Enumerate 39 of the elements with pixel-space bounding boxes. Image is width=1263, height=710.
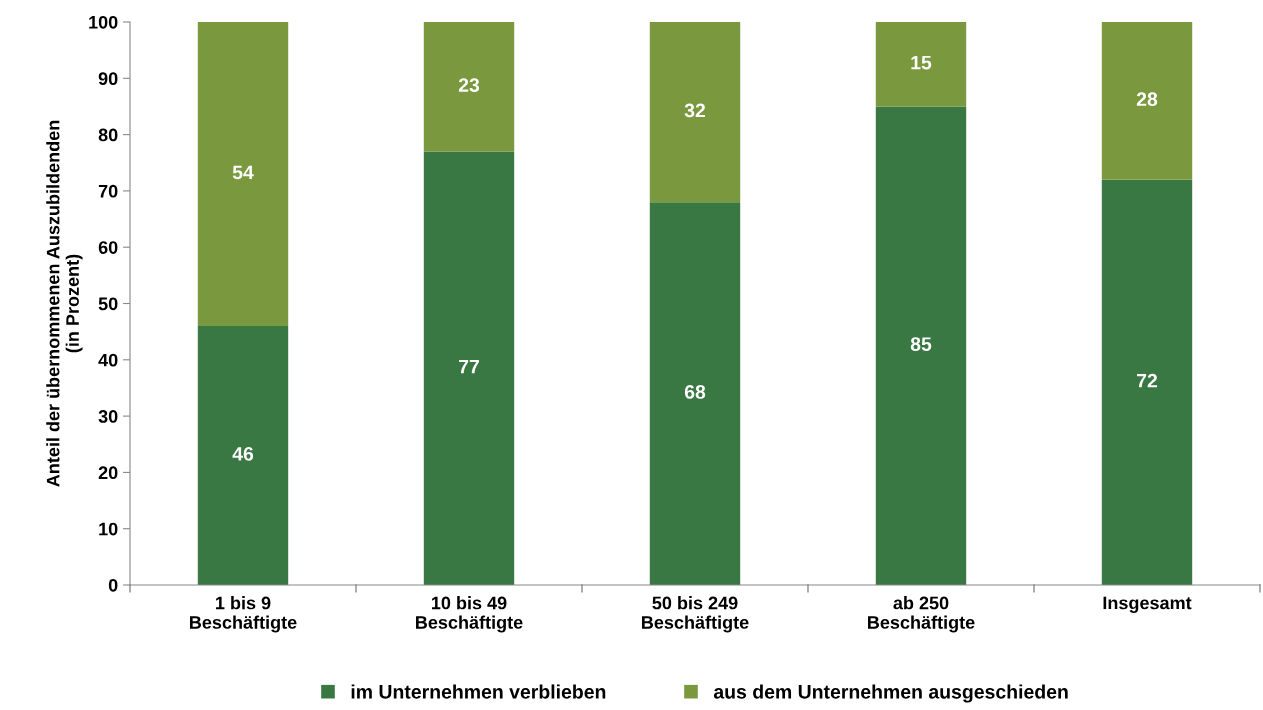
y-tick-label: 10 — [99, 522, 118, 536]
bar — [197, 326, 289, 585]
x-tick-label: 10 bis 49 Beschäftigte — [416, 596, 523, 633]
y-axis-title: Anteil der übernommenen Auszubildenden (in Prozent) — [46, 120, 83, 487]
x-tick-label: 50 bis 249 Beschäftigte — [642, 596, 749, 633]
y-tick-label: 40 — [98, 353, 118, 367]
x-tick-label: Insgesamt — [1103, 596, 1192, 613]
bar — [875, 22, 967, 107]
bar — [423, 22, 515, 152]
y-tick-label: 100 — [89, 15, 118, 29]
legend-label: aus dem Unternehmen ausgeschieden — [713, 684, 1068, 703]
y-tick-label: 50 — [98, 297, 118, 311]
y-tick-label: 90 — [98, 72, 118, 86]
bar — [875, 106, 967, 585]
data-label: 68 — [684, 385, 706, 399]
y-tick-label: 80 — [98, 128, 118, 142]
y-tick-label: 20 — [98, 466, 118, 480]
bar — [649, 22, 741, 203]
y-tick-label: 60 — [98, 241, 118, 254]
bar — [197, 22, 289, 327]
data-label: 72 — [1137, 373, 1158, 388]
bar — [1101, 22, 1193, 180]
legend-label: im Unternehmen verblieben — [351, 684, 606, 699]
y-tick-label: 30 — [98, 410, 118, 423]
y-tick-label: 0 — [108, 578, 118, 592]
bar — [1101, 179, 1193, 585]
x-tick-label: 1 bis 9 Beschäftigte — [190, 596, 297, 633]
y-tick-label: 70 — [98, 184, 118, 198]
data-label: 32 — [684, 103, 706, 118]
data-label: 85 — [910, 337, 932, 351]
bar — [423, 151, 515, 585]
bar — [649, 202, 741, 585]
data-label: 77 — [459, 359, 479, 374]
x-tick-label: ab 250 Beschäftigte — [868, 596, 975, 633]
data-label: 46 — [232, 446, 254, 461]
data-label: 23 — [458, 78, 480, 92]
data-label: 28 — [1136, 92, 1158, 107]
data-label: 15 — [911, 55, 932, 70]
data-label: 54 — [232, 165, 254, 180]
